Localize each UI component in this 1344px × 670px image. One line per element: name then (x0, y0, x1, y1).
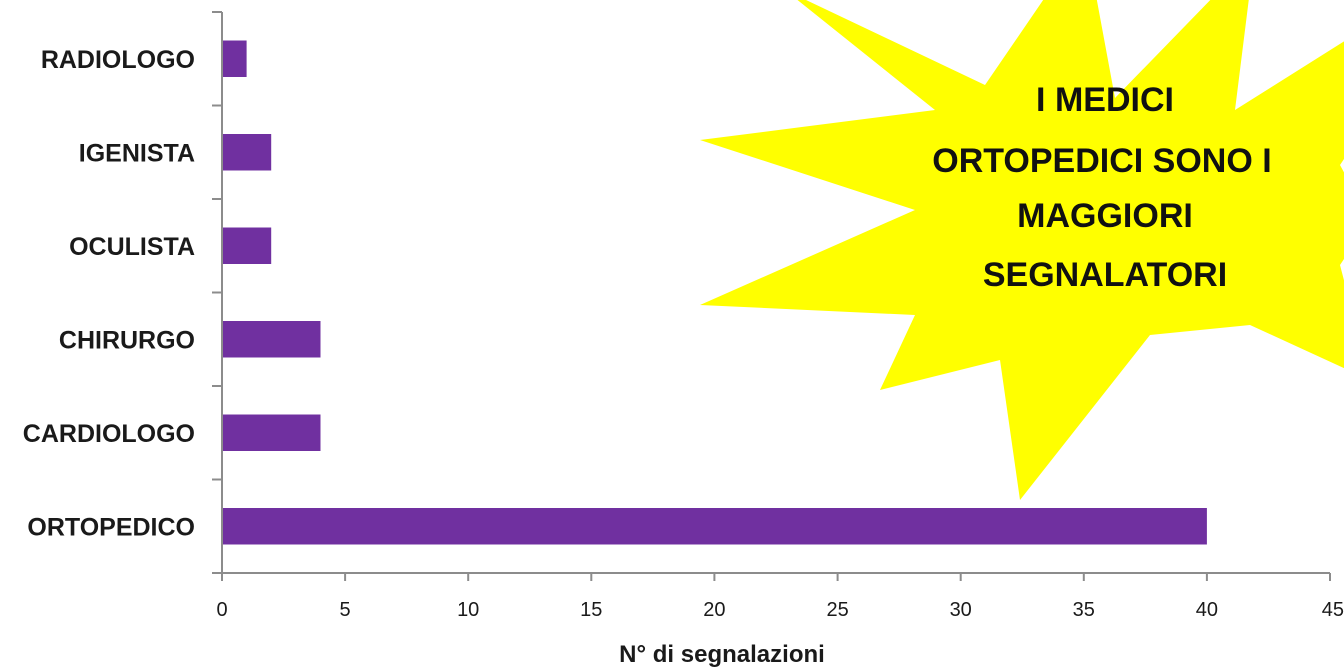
category-label-chirurgo: CHIRURGO (59, 326, 195, 354)
bars-group (222, 40, 1207, 545)
x-axis-ticks: 0 5 10 15 20 25 30 35 40 45 (216, 573, 1344, 621)
bar-radiologo (222, 40, 247, 77)
category-label-ortopedico: ORTOPEDICO (27, 513, 195, 541)
x-tick-label: 10 (457, 599, 479, 621)
x-tick-label: 25 (826, 599, 848, 621)
category-label-igenista: IGENISTA (79, 139, 195, 167)
category-label-cardiologo: CARDIOLOGO (23, 420, 195, 448)
x-tick-label: 30 (950, 599, 972, 621)
bar-oculista (222, 227, 272, 264)
x-axis-title: N° di segnalazioni (619, 641, 825, 668)
bar-chirurgo (222, 321, 321, 358)
y-axis-ticks (212, 11, 222, 574)
bar-ortopedico (222, 508, 1207, 545)
category-label-radiologo: RADIOLOGO (41, 46, 195, 74)
callout-annotation: I MEDICI ORTOPEDICI SONO I MAGGIORI SEGN… (700, 0, 1344, 500)
callout-line-1: I MEDICI (1036, 81, 1174, 119)
category-labels: RADIOLOGO IGENISTA OCULISTA CHIRURGO CARDIOL… (23, 46, 195, 541)
x-tick-label: 20 (703, 599, 725, 621)
bar-igenista (222, 134, 272, 171)
callout-starburst (700, 0, 1344, 500)
category-label-oculista: OCULISTA (69, 233, 195, 261)
bar-cardiologo (222, 414, 321, 451)
x-tick-label: 15 (580, 599, 602, 621)
x-tick-label: 45 (1322, 599, 1344, 621)
callout-line-3: MAGGIORI (1017, 197, 1193, 235)
callout-line-2: ORTOPEDICI SONO I (932, 142, 1271, 180)
x-tick-label: 35 (1073, 599, 1095, 621)
x-tick-label: 0 (216, 599, 227, 621)
x-tick-label: 40 (1196, 599, 1218, 621)
callout-line-4: SEGNALATORI (983, 256, 1227, 294)
x-tick-label: 5 (340, 599, 351, 621)
